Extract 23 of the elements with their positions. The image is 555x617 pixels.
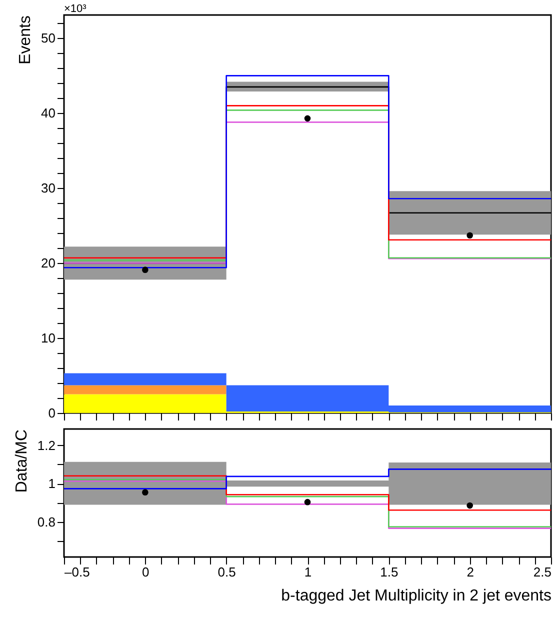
point — [466, 232, 473, 239]
y-tick-label: 1 — [48, 476, 56, 492]
y-axis-title: Data/MC — [13, 430, 30, 493]
x-tick-label: 2 — [466, 564, 474, 580]
y-tick-label: 10 — [41, 330, 56, 346]
x-tick-label: 1 — [304, 564, 312, 580]
y-tick-label: 20 — [41, 256, 56, 271]
point — [304, 115, 311, 122]
x-tick-label: 1.5 — [380, 564, 398, 580]
x-tick-label: 0 — [142, 564, 150, 580]
y-tick-label: 0.8 — [37, 514, 56, 530]
y-tick-label: 40 — [41, 106, 56, 121]
y-tick-label: 50 — [41, 30, 56, 46]
x-axis-title: b-tagged Jet Multiplicity in 2 jet events — [281, 588, 552, 604]
x-tick-label: 0.5 — [218, 564, 236, 580]
text: ×10³ — [64, 3, 87, 15]
x-tick-label: –0.5 — [64, 564, 90, 580]
y-tick-label: 30 — [41, 180, 56, 196]
y-axis-title: Events — [17, 16, 34, 64]
point — [142, 266, 148, 273]
x-tick-label: 2.5 — [533, 564, 552, 580]
y-tick-label: 1.2 — [37, 438, 56, 453]
y-tick-label: 0 — [48, 406, 56, 420]
